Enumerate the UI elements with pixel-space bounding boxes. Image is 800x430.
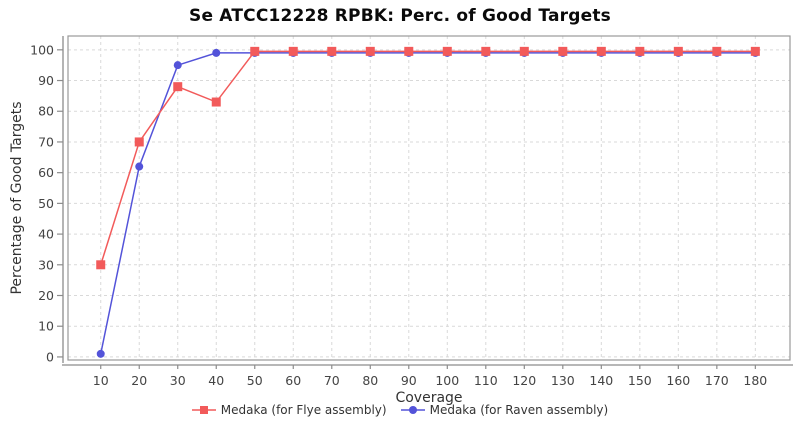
- chart-title: Se ATCC12228 RPBK: Perc. of Good Targets: [189, 6, 611, 26]
- x-tick-label: 130: [551, 373, 575, 388]
- x-tick-label: 170: [705, 373, 729, 388]
- series-line: [100, 50, 756, 266]
- x-axis-label: Coverage: [395, 390, 463, 406]
- x-tick-label: 90: [401, 373, 417, 388]
- data-point-marker: [519, 46, 529, 56]
- data-point-marker: [212, 48, 221, 57]
- legend-marker-icon: [400, 406, 425, 414]
- x-tick-label: 70: [324, 373, 340, 388]
- data-point-marker: [750, 46, 760, 56]
- data-point-marker: [250, 46, 260, 56]
- data-point-marker: [134, 137, 144, 147]
- y-tick-label: 100: [30, 42, 54, 57]
- x-tick-label: 180: [743, 373, 767, 388]
- y-tick-label: 60: [38, 165, 54, 180]
- x-tick-label: 100: [435, 373, 459, 388]
- data-point-marker: [327, 46, 337, 56]
- data-point-marker: [558, 46, 568, 56]
- data-point-marker: [712, 46, 722, 56]
- data-point-marker: [96, 260, 106, 270]
- data-point-marker: [96, 349, 105, 358]
- data-point-marker: [404, 46, 414, 56]
- x-tick-label: 50: [247, 373, 263, 388]
- x-tick-label: 140: [589, 373, 613, 388]
- x-tick-label: 80: [362, 373, 378, 388]
- legend-entry: Medaka (for Flye assembly): [191, 403, 387, 417]
- x-tick-label: 30: [170, 373, 186, 388]
- x-tick-label: 150: [628, 373, 652, 388]
- data-point-marker: [365, 46, 375, 56]
- y-tick-label: 40: [38, 227, 54, 242]
- y-tick-label: 0: [46, 349, 54, 364]
- legend-marker-icon: [191, 406, 216, 414]
- y-tick-label: 80: [38, 104, 54, 119]
- data-point-marker: [173, 82, 183, 92]
- data-point-marker: [288, 46, 298, 56]
- x-tick-label: 120: [512, 373, 536, 388]
- data-point-marker: [442, 46, 452, 56]
- y-tick-label: 10: [38, 319, 54, 334]
- x-tick-label: 110: [474, 373, 498, 388]
- x-tick-label: 60: [285, 373, 301, 388]
- x-tick-label: 160: [666, 373, 690, 388]
- plot-border: [67, 35, 791, 361]
- y-tick-label: 70: [38, 134, 54, 149]
- y-tick-label: 30: [38, 257, 54, 272]
- y-tick-label: 20: [38, 288, 54, 303]
- legend-label: Medaka (for Raven assembly): [429, 403, 609, 417]
- series-line: [99, 52, 756, 355]
- x-tick-label: 40: [208, 373, 224, 388]
- y-axis-label: Percentage of Good Targets: [9, 101, 25, 295]
- data-point-marker: [673, 46, 683, 56]
- legend-label: Medaka (for Flye assembly): [220, 403, 387, 417]
- data-point-marker: [481, 46, 491, 56]
- x-tick-label: 20: [131, 373, 147, 388]
- data-point-marker: [135, 162, 144, 171]
- x-tick-label: 10: [93, 373, 109, 388]
- y-tick-label: 90: [38, 73, 54, 88]
- legend: Medaka (for Flye assembly) Medaka (for Ra…: [0, 403, 800, 417]
- legend-entry: Medaka (for Raven assembly): [400, 403, 609, 417]
- data-point-marker: [635, 46, 645, 56]
- data-point-marker: [596, 46, 606, 56]
- data-point-marker: [173, 61, 182, 70]
- data-point-marker: [211, 97, 221, 107]
- y-tick-label: 50: [38, 196, 54, 211]
